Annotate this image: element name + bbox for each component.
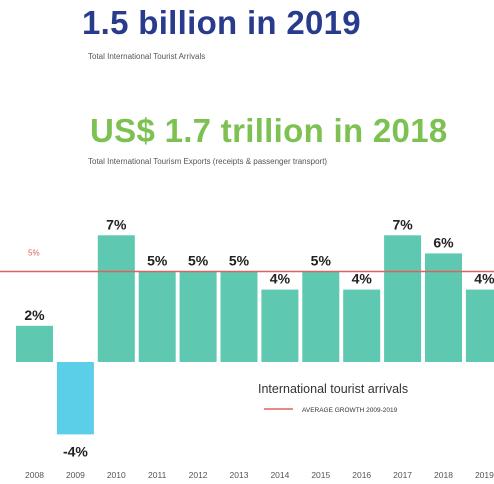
value-label-2016: 4% [352,271,373,287]
bar-2012 [179,271,217,362]
x-tick-2017: 2017 [393,470,412,480]
exports-caption: Total International Tourism Exports (rec… [88,157,328,166]
bar-2016 [343,289,381,362]
bar-2011 [138,271,176,362]
value-label-2010: 7% [106,216,127,232]
value-label-2017: 7% [392,216,413,232]
bar-2010 [97,235,135,362]
value-label-2014: 4% [270,271,291,287]
value-label-2018: 6% [433,234,454,250]
x-axis-labels: 2008 2009 2010 2011 2012 2013 2014 2015 2016 2017… [25,470,494,480]
value-label-2009: -4% [63,443,88,459]
bars-layer [16,235,494,435]
x-tick-2014: 2014 [270,470,289,480]
bar-2017 [384,235,422,362]
exports-headline: US$ 1.7 trillion in 2018 [90,112,448,149]
arrivals-headline: 1.5 billion in 2019 [82,4,361,41]
value-label-2015: 5% [311,253,332,269]
bar-2014 [261,289,299,362]
average-growth-label: 5% [28,249,40,258]
x-tick-2012: 2012 [189,470,208,480]
bar-2019 [465,289,494,362]
bar-2015 [302,271,340,362]
value-label-2019: 4% [474,271,494,287]
x-tick-2008: 2008 [25,470,44,480]
legend-line-label: AVERAGE GROWTH 2009-2019 [302,407,398,414]
bar-2018 [425,253,462,362]
x-tick-2018: 2018 [434,470,453,480]
arrivals-caption: Total International Tourist Arrivals [88,52,206,61]
bar-2008 [16,325,53,362]
legend-series-title: International tourist arrivals [258,382,408,396]
x-tick-2015: 2015 [311,470,330,480]
value-label-2013: 5% [229,253,250,269]
value-label-2008: 2% [24,307,45,323]
x-tick-2010: 2010 [107,470,126,480]
x-tick-2016: 2016 [352,470,371,480]
value-label-2011: 5% [147,253,168,269]
x-tick-2019: 2019 [475,470,494,480]
x-tick-2013: 2013 [230,470,249,480]
bar-2013 [220,271,258,362]
bar-2009 [56,362,94,435]
value-labels-layer: 2% -4% 7% 5% 5% 5% 4% 5% 4% 7% 6% 4% [24,216,494,459]
x-tick-2011: 2011 [148,470,167,480]
x-tick-2009: 2009 [66,470,85,480]
value-label-2012: 5% [188,253,209,269]
